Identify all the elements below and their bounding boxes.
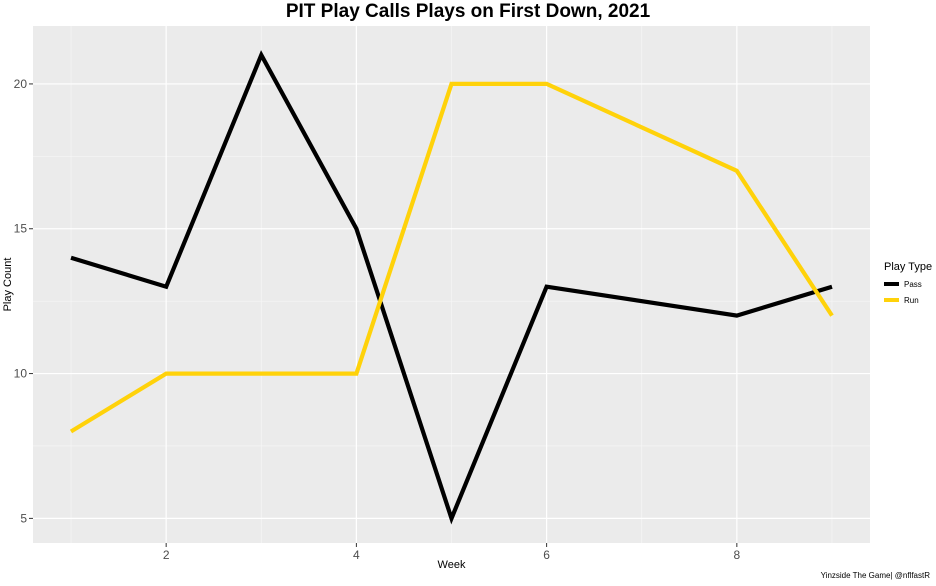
x-axis-title: Week bbox=[438, 559, 466, 571]
x-tick-label: 6 bbox=[543, 548, 550, 562]
y-tick-label: 20 bbox=[14, 77, 28, 91]
x-tick-label: 4 bbox=[353, 548, 360, 562]
series-line-run bbox=[69, 81, 834, 434]
legend: Play Type Pass Run bbox=[884, 261, 932, 305]
y-axis: 5 10 15 20 bbox=[14, 77, 33, 525]
x-axis: 2 4 6 8 bbox=[163, 543, 740, 562]
legend-title: Play Type bbox=[884, 261, 932, 273]
y-axis-title: Play Count bbox=[2, 258, 14, 312]
y-tick-label: 15 bbox=[14, 222, 28, 236]
x-tick-label: 8 bbox=[733, 548, 740, 562]
chart-title: PIT Play Calls Plays on First Down, 2021 bbox=[285, 1, 651, 22]
caption: Yinzside The Game| @nflfastR bbox=[820, 571, 930, 580]
legend-label-pass: Pass bbox=[904, 280, 922, 289]
y-tick-label: 10 bbox=[14, 367, 28, 381]
series-line-pass bbox=[70, 50, 833, 525]
series-lines bbox=[69, 50, 834, 525]
minor-gridlines bbox=[33, 26, 870, 543]
legend-label-run: Run bbox=[904, 296, 919, 305]
x-tick-label: 2 bbox=[163, 548, 170, 562]
y-tick-label: 5 bbox=[20, 511, 27, 525]
